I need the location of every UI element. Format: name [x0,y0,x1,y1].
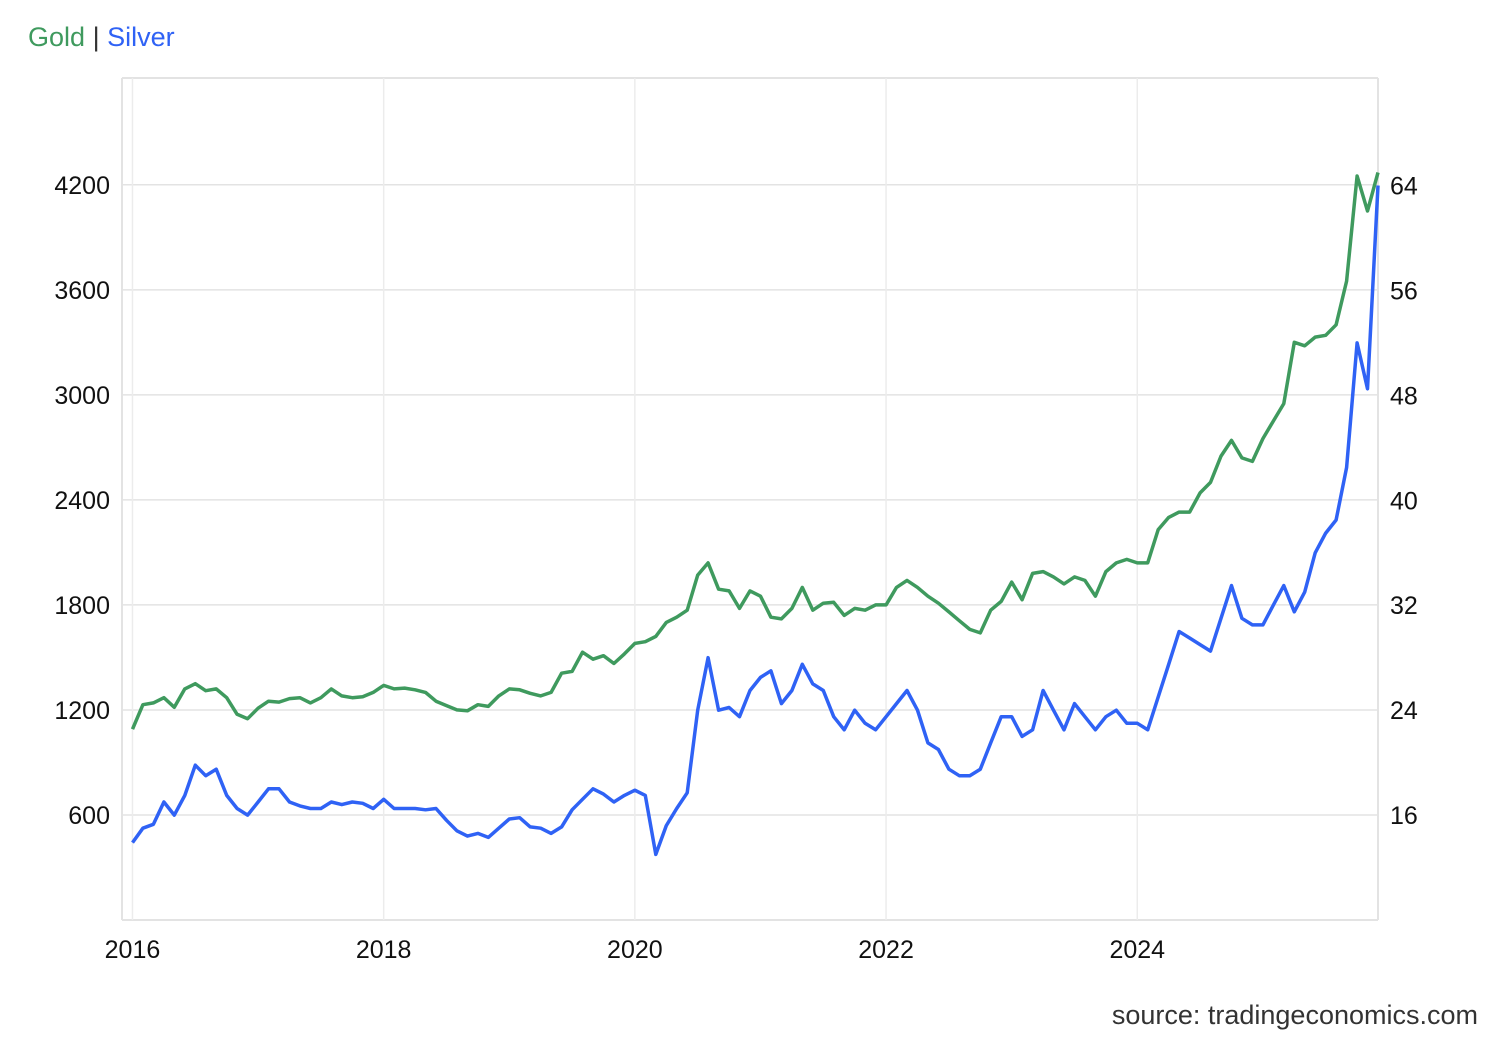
legend-gold[interactable]: Gold [28,22,86,52]
x-axis-tick-label: 2024 [1109,936,1165,964]
right-axis-tick-label: 16 [1390,802,1418,830]
chart-legend: Gold | Silver [28,22,175,53]
x-axis-tick-label: 2018 [356,936,412,964]
right-axis-tick-label: 24 [1390,697,1418,725]
left-axis-tick-label: 600 [68,802,110,830]
left-axis-tick-label: 1800 [54,592,110,620]
gold-series-line [130,172,1380,730]
left-axis-tick-label: 3000 [54,382,110,410]
left-axis-tick-label: 4200 [54,172,110,200]
right-axis-tick-label: 64 [1390,173,1418,201]
x-axis-tick-label: 2016 [105,936,161,964]
right-axis-tick-label: 40 [1390,487,1418,515]
silver-series-line [131,185,1380,857]
source-label: source: tradingeconomics.com [1111,1000,1478,1030]
x-axis-tick-label: 2020 [607,936,663,964]
x-axis-tick-label: 2022 [858,936,914,964]
right-axis-tick-label: 56 [1390,277,1418,305]
right-axis-tick-label: 48 [1390,382,1418,410]
legend-silver[interactable]: Silver [107,22,175,52]
left-axis-tick-label: 1200 [54,697,110,725]
left-axis-tick-label: 2400 [54,487,110,515]
legend-separator: | [92,22,100,52]
right-axis-tick-label: 32 [1390,592,1418,620]
left-axis-tick-label: 3600 [54,277,110,305]
